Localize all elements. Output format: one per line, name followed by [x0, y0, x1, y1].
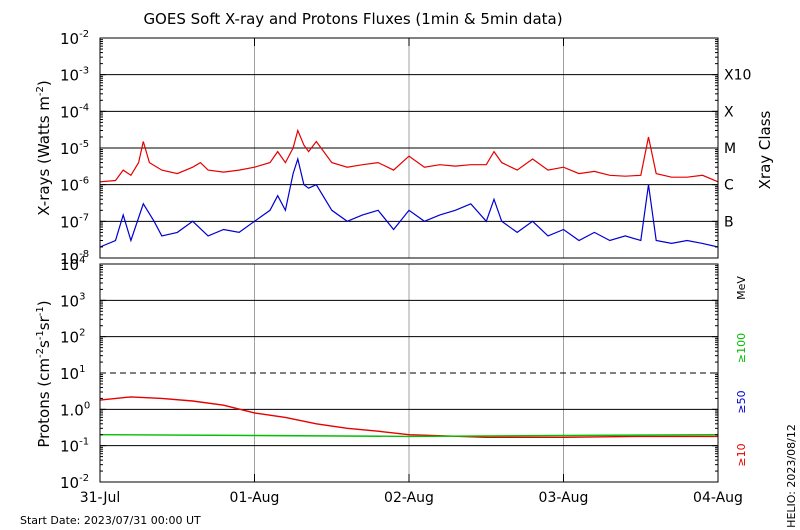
proton-energy-label: ≥50: [735, 390, 748, 413]
xray-y-tick-label: 10-7: [60, 212, 89, 231]
xray-panel: 10-2 10-3 10-4 10-5 10-6 10-7 10-8 X10 X M C B X-r…: [35, 29, 774, 268]
proton-y-tick-label: 1.00: [60, 400, 90, 419]
proton-x-ticks: 31-Jul 01-Aug 02-Aug 03-Aug 04-Aug: [80, 38, 743, 506]
proton-series-line-red: [99, 396, 718, 438]
x-tick-label: 01-Aug: [230, 490, 280, 506]
xray-y-ticks: 10-2 10-3 10-4 10-5 10-6 10-7 10-8: [60, 29, 718, 268]
xray-y-tick-label: 10-5: [60, 139, 89, 158]
start-date: Start Date: 2023/07/31 00:00 UT: [20, 514, 201, 527]
x-tick-label: 03-Aug: [539, 490, 589, 506]
xray-y-tick-label: 10-4: [60, 102, 89, 121]
proton-y-tick-label: 10-2: [60, 473, 89, 492]
xray-grid: [100, 38, 718, 258]
credit-label: HELIO: 2023/08/12: [785, 424, 798, 528]
proton-y-tick-label: 102: [60, 328, 85, 347]
xray-class-labels: X10 X M C B: [724, 68, 751, 231]
proton-energy-label: MeV: [735, 276, 748, 300]
proton-y-tick-label: 104: [60, 255, 85, 274]
proton-y-tick-label: 101: [60, 364, 85, 383]
xray-class-label: M: [724, 141, 736, 157]
proton-grid: [100, 264, 718, 482]
xray-series-line-red: [99, 128, 719, 183]
xray-series: [99, 128, 719, 248]
x-tick-label: 02-Aug: [384, 490, 434, 506]
proton-y-tick-label: 10-1: [60, 437, 89, 456]
xray-class-axis-label: Xray Class: [756, 110, 774, 189]
proton-series-line-green: [99, 434, 719, 438]
proton-energy-label: ≥100: [735, 333, 748, 363]
proton-y-axis-label: Protons (cm-2s-1sr-1): [35, 300, 53, 447]
proton-panel: 104 103 102 101 1.00 10-1 10-2 31-Jul 01-Aug 02-…: [35, 38, 748, 506]
proton-series: [99, 396, 719, 438]
proton-y-tick-label: 103: [60, 291, 85, 310]
xray-y-tick-label: 10-3: [60, 66, 89, 85]
proton-energy-legend: MeV ≥100 ≥50 ≥10: [735, 276, 748, 467]
xray-class-label: C: [724, 178, 734, 194]
xray-class-label: X: [724, 104, 734, 120]
xray-y-axis-label: X-rays (Watts m-2): [35, 80, 53, 215]
xray-y-tick-label: 10-8: [60, 249, 89, 268]
xray-class-label: X10: [724, 68, 751, 84]
x-tick-label: 04-Aug: [693, 490, 743, 506]
xray-series-line-blue: [99, 156, 719, 248]
xray-y-tick-label: 10-2: [60, 29, 89, 48]
proton-energy-label: ≥10: [735, 443, 748, 466]
proton-y-ticks: 104 103 102 101 1.00 10-1 10-2: [60, 255, 718, 492]
xray-class-label: B: [724, 214, 734, 230]
chart-title: GOES Soft X-ray and Protons Fluxes (1min…: [143, 10, 562, 28]
x-tick-label: 31-Jul: [80, 490, 121, 506]
xray-y-tick-label: 10-6: [60, 176, 89, 195]
